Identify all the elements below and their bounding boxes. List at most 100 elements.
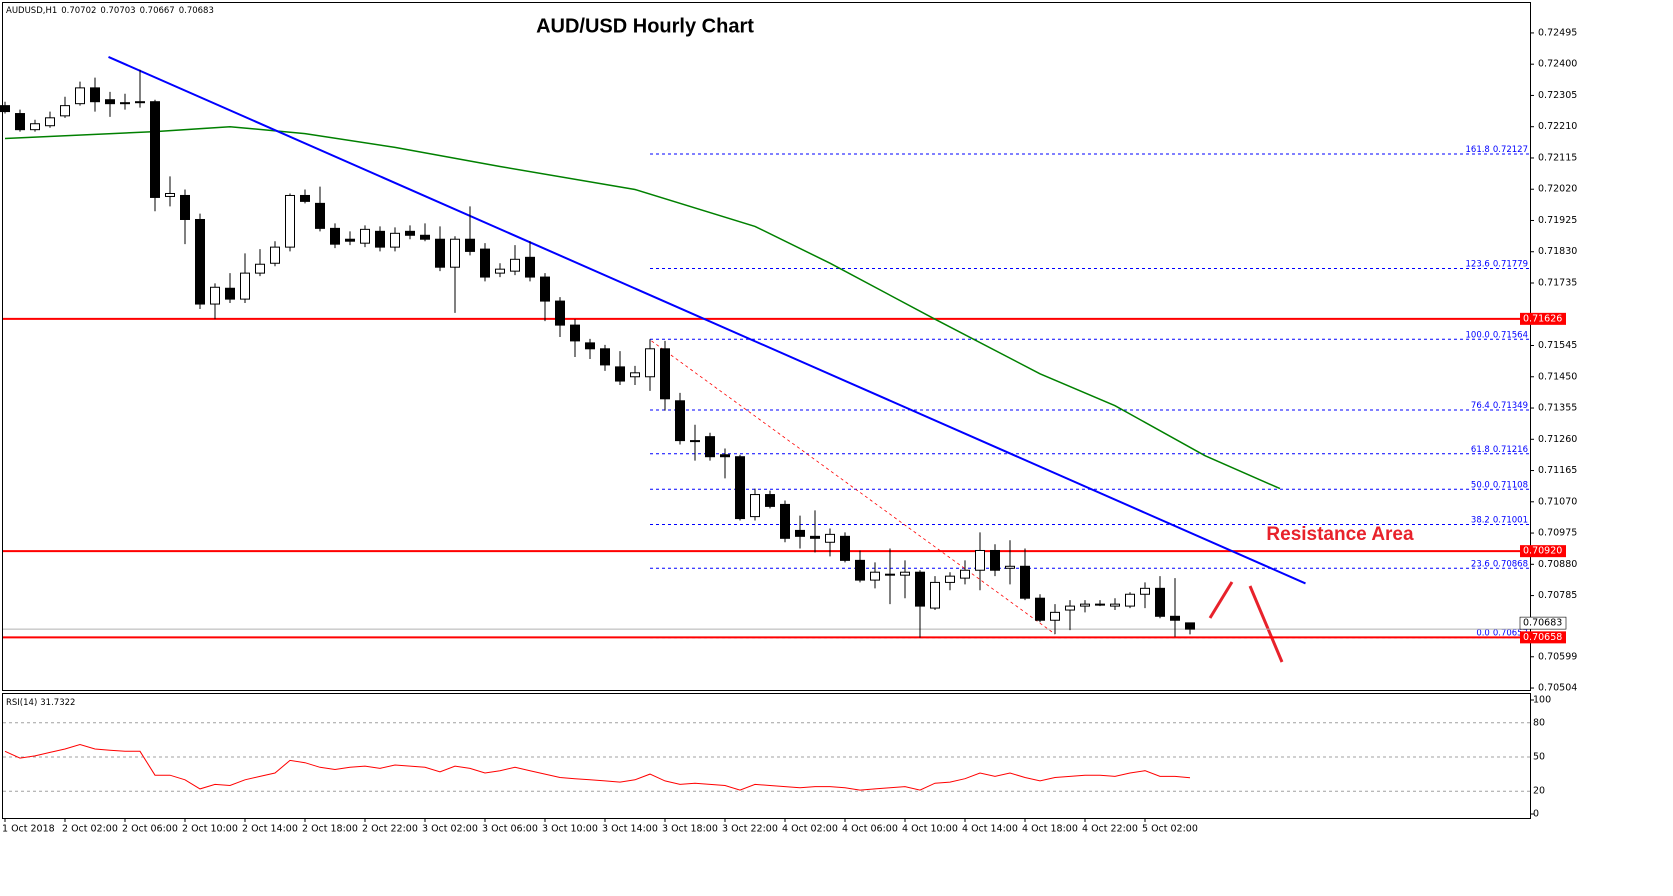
arrow-up	[1208, 581, 1234, 619]
candle-body	[645, 348, 655, 378]
candle-body	[900, 571, 910, 576]
candle-body	[450, 238, 460, 268]
fib-price: 0.71108	[1493, 480, 1528, 490]
x-tick-label: 4 Oct 02:00	[782, 824, 838, 835]
candle-body	[75, 87, 85, 105]
fib-price: 0.71564	[1493, 330, 1528, 340]
fib-level: 50.0	[1471, 480, 1490, 490]
y-tick-label: 0	[1533, 809, 1539, 820]
projection-line	[651, 340, 1056, 635]
fib-label: 50.0 0.71108	[1471, 480, 1528, 490]
main-panel	[2, 2, 1531, 691]
y-tick-label: 0.70785	[1538, 590, 1577, 601]
fib-level: 38.2	[1471, 515, 1490, 525]
candle-body	[1020, 565, 1030, 599]
candle-body	[30, 123, 40, 131]
annotation: Resistance Area	[1266, 524, 1414, 545]
x-tick-label: 2 Oct 02:00	[62, 824, 118, 835]
fib-label: 38.2 0.71001	[1471, 515, 1528, 525]
candle-body	[1140, 587, 1150, 595]
y-tick-label: 0.70504	[1538, 683, 1577, 694]
symbol: AUDUSD,H1	[6, 6, 57, 16]
candle-body	[855, 559, 865, 581]
candle-body	[210, 286, 220, 305]
candle-body	[570, 324, 580, 342]
header-high: 0.70703	[100, 6, 135, 16]
rsi-name: RSI(14)	[6, 698, 37, 708]
header-low: 0.70667	[140, 6, 175, 16]
candle-body	[300, 194, 310, 202]
candle-body	[630, 372, 640, 378]
candle-body	[330, 227, 340, 245]
candle-body	[1080, 603, 1090, 607]
candle-body	[0, 105, 10, 113]
x-tick-label: 1 Oct 2018	[2, 824, 55, 835]
price-tag-label: 0.70920	[1523, 546, 1562, 557]
chart-title: AUD/USD Hourly Chart	[536, 15, 754, 37]
y-tick-label: 0.71165	[1538, 465, 1577, 476]
fib-price: 0.70868	[1493, 559, 1528, 569]
candle-body	[690, 440, 700, 443]
price-tag-label: 0.70658	[1523, 632, 1562, 643]
fib-label: 76.4 0.71349	[1471, 400, 1528, 410]
candle-body	[105, 99, 115, 105]
y-tick-label: 0.72305	[1538, 90, 1577, 101]
y-tick-label: 0.71260	[1538, 434, 1577, 445]
candle-body	[420, 234, 430, 240]
candle-body	[1005, 565, 1015, 569]
candle-body	[750, 494, 760, 518]
candle-body	[945, 575, 955, 583]
candle-body	[585, 342, 595, 350]
candle-body	[735, 456, 745, 520]
rsi-title: RSI(14) 31.7322	[6, 698, 75, 708]
candle-body	[135, 101, 145, 104]
y-tick-label: 0.70975	[1538, 528, 1577, 539]
candle-body	[1170, 615, 1180, 621]
x-tick-label: 3 Oct 06:00	[482, 824, 538, 835]
candle-body	[240, 272, 250, 300]
candle-body	[720, 454, 730, 458]
trendline	[108, 55, 1306, 585]
candle-body	[150, 101, 160, 198]
candle-body	[990, 549, 1000, 571]
fib-level: 76.4	[1471, 400, 1490, 410]
header-open: 0.70702	[61, 6, 96, 16]
x-tick-label: 4 Oct 06:00	[842, 824, 898, 835]
rsi-line	[4, 743, 1191, 791]
y-tick-label: 0.72400	[1538, 59, 1577, 70]
candle-body	[795, 529, 805, 537]
fib-level: 61.8	[1471, 444, 1490, 454]
fib-level: 123.6	[1466, 259, 1490, 269]
candle-body	[975, 549, 985, 571]
x-tick-label: 3 Oct 14:00	[602, 824, 658, 835]
fib-label: 0.0 0.70657	[1476, 628, 1528, 638]
candle-body	[495, 268, 505, 274]
current-price-tag	[1519, 616, 1567, 630]
fib-label: 23.6 0.70868	[1471, 559, 1528, 569]
header-close: 0.70683	[179, 6, 214, 16]
candle-body	[345, 238, 355, 242]
candle-body	[1065, 605, 1075, 611]
candle-body	[360, 228, 370, 244]
candle-body	[1155, 587, 1165, 617]
price-tag-label: 0.71626	[1523, 313, 1562, 324]
candle-body	[45, 117, 55, 127]
candle-body	[285, 194, 295, 248]
candle-body	[915, 571, 925, 607]
candle-body	[120, 102, 130, 105]
candle-body	[90, 87, 100, 103]
y-tick-label: 0.71830	[1538, 246, 1577, 257]
fib-price: 0.72127	[1493, 145, 1528, 155]
candle-body	[615, 366, 625, 382]
candle-body	[15, 113, 25, 131]
x-tick-label: 3 Oct 18:00	[662, 824, 718, 835]
candle-body	[960, 569, 970, 579]
candle-body	[390, 232, 400, 248]
candle-body	[870, 571, 880, 581]
fib-price: 0.71001	[1493, 515, 1528, 525]
arrow-down	[1248, 585, 1284, 663]
candle-body	[195, 218, 205, 305]
x-tick-label: 4 Oct 22:00	[1082, 824, 1138, 835]
